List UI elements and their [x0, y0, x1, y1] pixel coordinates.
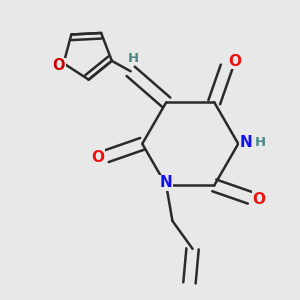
Text: O: O: [53, 58, 65, 73]
Text: N: N: [160, 176, 172, 190]
Text: O: O: [253, 192, 266, 207]
Text: N: N: [240, 135, 252, 150]
Text: O: O: [228, 54, 241, 69]
Text: H: H: [128, 52, 139, 65]
Text: H: H: [255, 136, 266, 149]
Text: O: O: [91, 150, 104, 165]
